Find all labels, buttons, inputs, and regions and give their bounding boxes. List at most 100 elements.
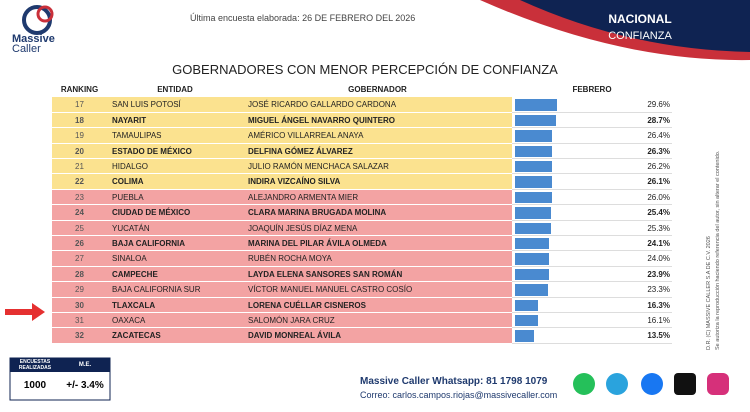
gobernador: DAVID MONREAL ÁVILA	[248, 331, 342, 341]
row-bg	[512, 313, 672, 329]
bar	[515, 268, 549, 281]
gobernador: CLARA MARINA BRUGADA MOLINA	[248, 208, 387, 218]
row-bg	[52, 220, 512, 236]
gobernador: JOSÉ RICARDO GALLARDO CARDONA	[248, 100, 397, 110]
ranking: 25	[75, 223, 84, 233]
row-bg	[52, 128, 512, 144]
title: GOBERNADORES CON MENOR PERCEPCIÓN DE CON…	[172, 62, 558, 77]
whatsapp-icon	[573, 373, 595, 395]
entidad: TAMAULIPAS	[112, 131, 162, 141]
entidad: PUEBLA	[112, 192, 144, 202]
side-line: D.R. (C) MASSIVE CALLER S.A DE C.V. 2026	[706, 236, 712, 350]
bar	[515, 238, 550, 250]
gobernador: AMÉRICO VILLARREAL ANAYA	[248, 131, 364, 141]
row-bg	[52, 297, 512, 313]
gobernador: JOAQUÍN JESÚS DÍAZ MENA	[248, 223, 358, 233]
value-label: 16.1%	[647, 316, 670, 325]
row-bg	[512, 266, 672, 283]
stats-head	[10, 358, 110, 372]
logo-line: Massive	[12, 33, 55, 45]
gobernador: ALEJANDRO ARMENTA MIER	[248, 192, 359, 202]
value-label: 24.0%	[647, 254, 670, 264]
entidad: TLAXCALA	[112, 300, 156, 310]
row-bg	[52, 97, 512, 113]
column-header: GOBERNADOR	[348, 85, 407, 94]
logo-line: Caller	[12, 43, 41, 55]
ranking: 23	[75, 192, 84, 202]
bar	[515, 330, 535, 342]
surveys: 1000	[23, 380, 47, 391]
gobernador: DELFINA GÓMEZ ÁLVAREZ	[248, 146, 353, 156]
scope: NACIONAL	[608, 12, 672, 26]
me-label: M.E.	[78, 362, 92, 368]
row-bg	[512, 220, 672, 236]
entidad: CIUDAD DE MÉXICO	[112, 208, 191, 218]
bar	[515, 284, 549, 296]
value-label: 25.3%	[647, 223, 670, 233]
ranking: 18	[75, 115, 84, 125]
logo-text: Massive Caller	[12, 33, 55, 55]
bar	[515, 299, 539, 311]
bar	[515, 99, 558, 111]
x-icon	[674, 373, 696, 395]
entidad: BAJA CALIFORNIA SUR	[112, 285, 201, 295]
facebook-icon	[641, 373, 663, 395]
entidad: ESTADO DE MÉXICO	[112, 146, 192, 156]
ranking: 22	[75, 177, 84, 187]
gobernador: INDIRA VIZCAÍNO SILVA	[248, 177, 341, 187]
row-bg	[52, 328, 512, 344]
gobernador: VÍCTOR MANUEL MANUEL CASTRO COSÍO	[248, 285, 413, 295]
row-bg	[52, 112, 512, 129]
row-bg	[52, 251, 512, 267]
ranking: 17	[75, 100, 84, 110]
ranking: 30	[75, 300, 84, 310]
row-bg	[52, 189, 512, 206]
value-label: 25.4%	[647, 208, 670, 218]
gobernador: LAYDA ELENA SANSORES SAN ROMÁN	[248, 269, 403, 279]
email: Correo: carlos.campos.riojas@massivecall…	[360, 390, 558, 400]
me: +/- 3.4%	[66, 380, 104, 391]
row-bg	[512, 236, 672, 252]
value-label: 13.5%	[647, 331, 670, 341]
logo-ring2	[36, 5, 54, 23]
row-bg	[512, 328, 672, 344]
value-label: 26.3%	[647, 146, 670, 156]
column-header: ENTIDAD	[157, 85, 193, 94]
ranking: 21	[75, 162, 84, 171]
value-label: 26.0%	[647, 192, 670, 202]
ranking: 29	[75, 285, 84, 295]
ranking: 24	[75, 208, 84, 218]
ranking: 20	[75, 146, 84, 156]
row-bg	[512, 251, 672, 267]
value-label: 26.2%	[647, 162, 670, 171]
value-label: 26.1%	[647, 177, 670, 187]
entidad: YUCATÁN	[112, 223, 150, 233]
gobernador: RUBÉN ROCHA MOYA	[248, 254, 332, 264]
row-bg	[52, 159, 512, 175]
row-bg	[52, 266, 512, 283]
ranking: 19	[75, 131, 84, 141]
gobernador: LORENA CUÉLLAR CISNEROS	[248, 300, 366, 310]
row-bg	[52, 236, 512, 252]
side-note: D.R. (C) MASSIVE CALLER S.A DE C.V. 2026…	[705, 60, 733, 350]
row-bg	[512, 282, 672, 298]
arrow	[5, 303, 45, 321]
gobernador: MIGUEL ÁNGEL NAVARRO QUINTERO	[248, 115, 395, 125]
ranking: 31	[75, 316, 84, 325]
entidad: CAMPECHE	[112, 269, 158, 279]
row-bg	[512, 297, 672, 313]
bar	[515, 176, 553, 188]
row-bg	[52, 205, 512, 221]
bar	[515, 161, 553, 173]
entidad: ZACATECAS	[112, 331, 161, 341]
value-label: 28.7%	[647, 115, 670, 125]
gobernador: MARINA DEL PILAR ÁVILA OLMEDA	[248, 239, 387, 248]
row-bg	[52, 282, 512, 298]
value-label: 16.3%	[647, 300, 670, 310]
instagram-icon	[707, 373, 729, 395]
gobernador: SALOMÓN JARA CRUZ	[248, 316, 335, 325]
bar	[515, 191, 552, 204]
gobernador: JULIO RAMÓN MENCHACA SALAZAR	[248, 162, 389, 171]
